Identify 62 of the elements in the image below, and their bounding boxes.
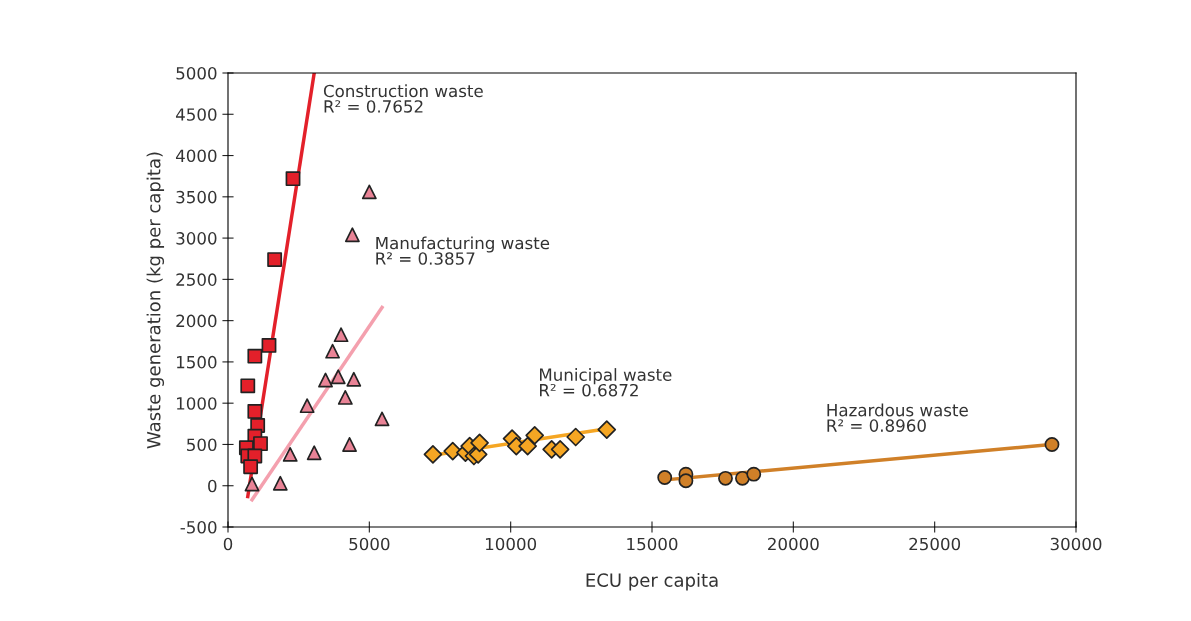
annotation: Construction waste R² = 0.7652 (323, 84, 483, 113)
point (299, 398, 315, 414)
point (718, 470, 733, 486)
point (247, 348, 263, 364)
x-tick-label: 20000 (768, 537, 819, 551)
point (306, 445, 322, 461)
point (361, 184, 377, 200)
point (285, 171, 301, 187)
y-tick-label: 500 (187, 438, 217, 452)
point (550, 440, 570, 459)
point (342, 437, 357, 452)
point (240, 378, 256, 394)
point (247, 404, 263, 419)
point (657, 470, 673, 485)
point (735, 470, 750, 486)
point (443, 441, 463, 461)
point (344, 227, 360, 243)
point (423, 445, 443, 464)
point (746, 466, 762, 482)
point (333, 327, 349, 343)
y-tick-label: -500 (180, 520, 217, 534)
y-tick-label: 3000 (176, 232, 217, 245)
y-tick-label: 0 (208, 479, 217, 493)
point (261, 337, 277, 353)
point (253, 436, 268, 452)
point (272, 475, 288, 491)
point (282, 446, 298, 462)
y-tick-label: 4000 (175, 149, 217, 163)
y-tick-label: 4500 (175, 108, 217, 121)
x-tick-label: 15000 (627, 537, 678, 551)
point (267, 252, 283, 267)
y-tick-label: 5000 (176, 66, 217, 80)
x-tick-label: 5000 (349, 537, 390, 551)
x-tick-label: 10000 (485, 537, 537, 551)
point (518, 436, 537, 456)
y-tick-label: 3500 (176, 190, 217, 204)
x-tick-label: 25000 (909, 537, 961, 551)
point (1044, 437, 1060, 452)
annotation: Municipal waste R² = 0.6872 (540, 368, 672, 397)
point (374, 411, 390, 427)
y-tick-label: 1500 (177, 355, 217, 369)
y-tick-label: 2000 (176, 314, 217, 328)
annotation: Hazardous waste R² = 0.8960 (827, 403, 968, 432)
point (243, 459, 259, 475)
point (337, 389, 353, 405)
x-axis-title: ECU per capita (586, 572, 718, 591)
point (566, 427, 586, 447)
point (470, 433, 489, 453)
x-tick-label: 0 (223, 537, 233, 551)
point (318, 372, 333, 388)
annotation: Manufacturing waste R² = 0.3857 (376, 236, 550, 265)
point (330, 369, 346, 385)
y-tick-label: 2500 (176, 273, 217, 286)
point (325, 343, 341, 359)
point (678, 473, 694, 489)
point (525, 426, 545, 445)
x-tick-label: 30000 (1050, 537, 1102, 551)
y-tick-label: 1000 (177, 397, 217, 410)
y-axis-title: Waste generation (kg per capita) (146, 152, 165, 449)
point (346, 371, 362, 387)
point (597, 420, 617, 439)
point (244, 476, 260, 492)
